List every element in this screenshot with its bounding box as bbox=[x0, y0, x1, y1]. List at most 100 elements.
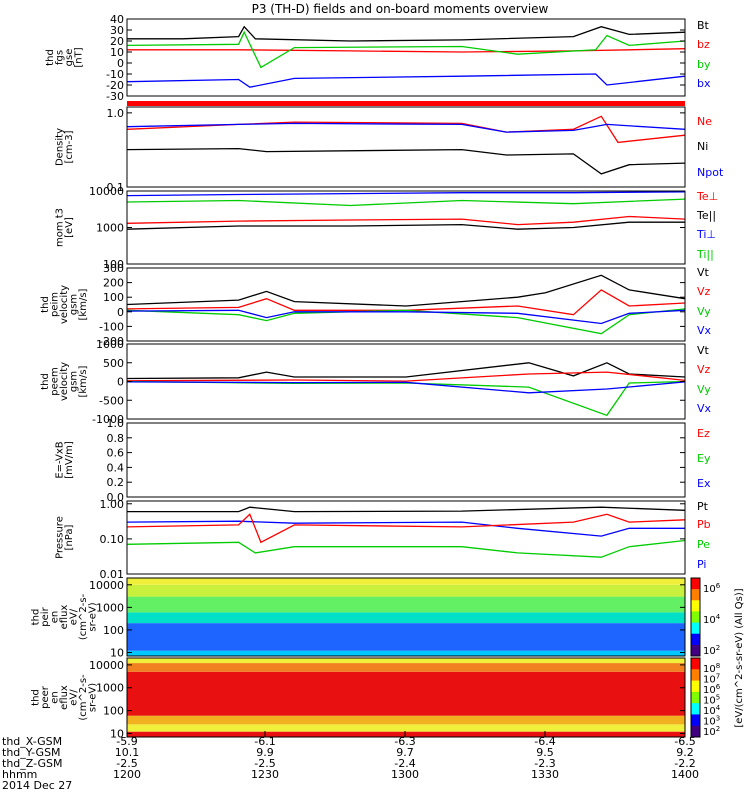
y-axis-label: thd bbox=[40, 296, 51, 313]
y-axis-label: eflux bbox=[59, 685, 70, 710]
colorbar-step bbox=[691, 658, 700, 670]
y-tick-label: 100 bbox=[103, 258, 124, 271]
x-tick-label: 9.7 bbox=[396, 746, 414, 759]
colorbar-tick-label: 102 bbox=[703, 644, 720, 657]
y-tick-label: -30 bbox=[106, 90, 124, 103]
y-tick-label: 1000 bbox=[96, 601, 124, 614]
y-axis-label: en bbox=[50, 611, 61, 624]
y-axis-label: peim bbox=[50, 292, 61, 317]
colorbar-step bbox=[691, 622, 700, 635]
legend-Ni: Ni bbox=[697, 140, 708, 153]
y-tick-label: 300 bbox=[103, 262, 124, 275]
heatmap-band-3 bbox=[127, 671, 685, 716]
y-tick-label: 10 bbox=[110, 727, 124, 740]
legend-Ti: Ti⊥ bbox=[696, 228, 716, 241]
x-tick-label: 1200 bbox=[113, 768, 141, 781]
y-axis-label: [km/s] bbox=[78, 288, 89, 320]
y-tick-label: 1000 bbox=[96, 338, 124, 351]
y-tick-label: 1.00 bbox=[100, 498, 125, 511]
y-axis-label: gsm bbox=[69, 371, 80, 392]
legend-Ey: Ey bbox=[697, 452, 711, 465]
colorbar-step bbox=[691, 600, 700, 612]
series-Pb-line bbox=[126, 513, 686, 544]
y-tick-label: 100 bbox=[103, 705, 124, 718]
series-Ti-line bbox=[126, 198, 686, 207]
y-tick-label: 500 bbox=[103, 357, 124, 370]
x-tick-label: 1300 bbox=[391, 768, 419, 781]
series-Vy-line bbox=[126, 380, 686, 417]
heatmap-band-4 bbox=[127, 663, 685, 672]
legend-Ex: Ex bbox=[697, 477, 711, 490]
series-Vx-line bbox=[126, 381, 686, 394]
y-tick-label: -10 bbox=[106, 68, 124, 81]
y-tick-label: 40 bbox=[110, 13, 124, 26]
y-tick-label: 10000 bbox=[89, 659, 124, 672]
x-row-label: thd_X-GSM bbox=[2, 735, 62, 748]
x-tick-label: 10.1 bbox=[115, 746, 140, 759]
series-Npot-line bbox=[126, 122, 686, 133]
y-axis-label: [nPa] bbox=[64, 524, 75, 550]
panel-frame bbox=[126, 577, 686, 657]
colorbar-step bbox=[691, 633, 700, 646]
colorbar-step bbox=[691, 611, 700, 624]
colorbar-step bbox=[691, 703, 700, 715]
x-tick-label: -2.5 bbox=[116, 757, 137, 770]
heatmap-band-3 bbox=[127, 596, 685, 613]
y-axis-label: [mV/m] bbox=[64, 441, 75, 479]
y-tick-label: 0.4 bbox=[107, 461, 125, 474]
y-tick-label: 10 bbox=[110, 46, 124, 59]
y-axis-label: sr-eV) bbox=[88, 602, 99, 631]
panel-peem: 1000 500 0 -500 -1000 thdpeemvelocitygsm[km/s… bbox=[40, 338, 712, 426]
heatmap-band-4 bbox=[127, 584, 685, 597]
legend-Pb: Pb bbox=[697, 518, 711, 531]
panel-peer: 10000 1000 100 10 thdpeerenefluxeV/(cm^2-s-s… bbox=[31, 657, 686, 740]
y-tick-label: 10000 bbox=[89, 579, 124, 592]
y-axis-label: eV/ bbox=[69, 689, 80, 706]
x-tick-label: -5.9 bbox=[116, 735, 137, 748]
legend-Pt: Pt bbox=[697, 500, 709, 513]
y-axis-label: peem bbox=[50, 367, 61, 395]
x-tick-label: -6.4 bbox=[534, 735, 555, 748]
legend-Vt: Vt bbox=[697, 266, 710, 279]
heatmap-band-0 bbox=[127, 731, 685, 737]
panel-pressure: 1.00 0.10 0.01 Pressure[nPa] Pt Pb Pe Pi bbox=[54, 498, 710, 581]
legend-Vy: Vy bbox=[697, 383, 711, 396]
panel-frame bbox=[126, 267, 686, 342]
colorbar-upper: 106 104 102 bbox=[690, 577, 721, 657]
y-axis-label: velocity bbox=[59, 362, 70, 401]
legend-Vz: Vz bbox=[697, 285, 711, 298]
y-tick-label: 20 bbox=[110, 35, 124, 48]
y-axis-label: gse bbox=[64, 49, 75, 67]
legend-Ne: Ne bbox=[697, 115, 712, 128]
colorbar-step bbox=[691, 669, 700, 682]
colorbar-step bbox=[691, 680, 700, 693]
y-tick-label: 0.8 bbox=[107, 432, 125, 445]
series-Pt-line bbox=[127, 506, 686, 513]
y-tick-label: 30 bbox=[110, 24, 124, 37]
y-tick-label: 0 bbox=[117, 376, 124, 389]
colorbar-step bbox=[691, 691, 700, 704]
legend-Te: Te⊥ bbox=[696, 190, 718, 203]
series-Vx-line bbox=[126, 309, 686, 325]
legend-Npot: Npot bbox=[697, 166, 724, 179]
y-axis-label: peer bbox=[40, 685, 51, 709]
y-tick-label: -500 bbox=[99, 394, 124, 407]
y-tick-label: 100 bbox=[103, 624, 124, 637]
x-tick-label: -6.5 bbox=[674, 735, 695, 748]
legend-Pe: Pe bbox=[697, 538, 710, 551]
legend-Vz: Vz bbox=[697, 363, 711, 376]
panel-frame bbox=[126, 500, 686, 575]
y-tick-label: 1.0 bbox=[107, 417, 125, 430]
series-Vt-line bbox=[126, 274, 686, 307]
heatmap-band-2 bbox=[127, 715, 685, 725]
y-axis-label: gsm bbox=[69, 294, 80, 315]
y-axis-label: eflux bbox=[59, 605, 70, 630]
y-tick-label: -1000 bbox=[92, 413, 124, 426]
x-tick-label: -2.4 bbox=[394, 757, 415, 770]
y-tick-label: -200 bbox=[99, 335, 124, 348]
panel-frame bbox=[126, 18, 686, 97]
colorbar-step bbox=[691, 644, 700, 657]
x-tick-label: 9.2 bbox=[676, 746, 694, 759]
plot-title: P3 (TH-D) fields and on-board moments ov… bbox=[252, 2, 549, 16]
